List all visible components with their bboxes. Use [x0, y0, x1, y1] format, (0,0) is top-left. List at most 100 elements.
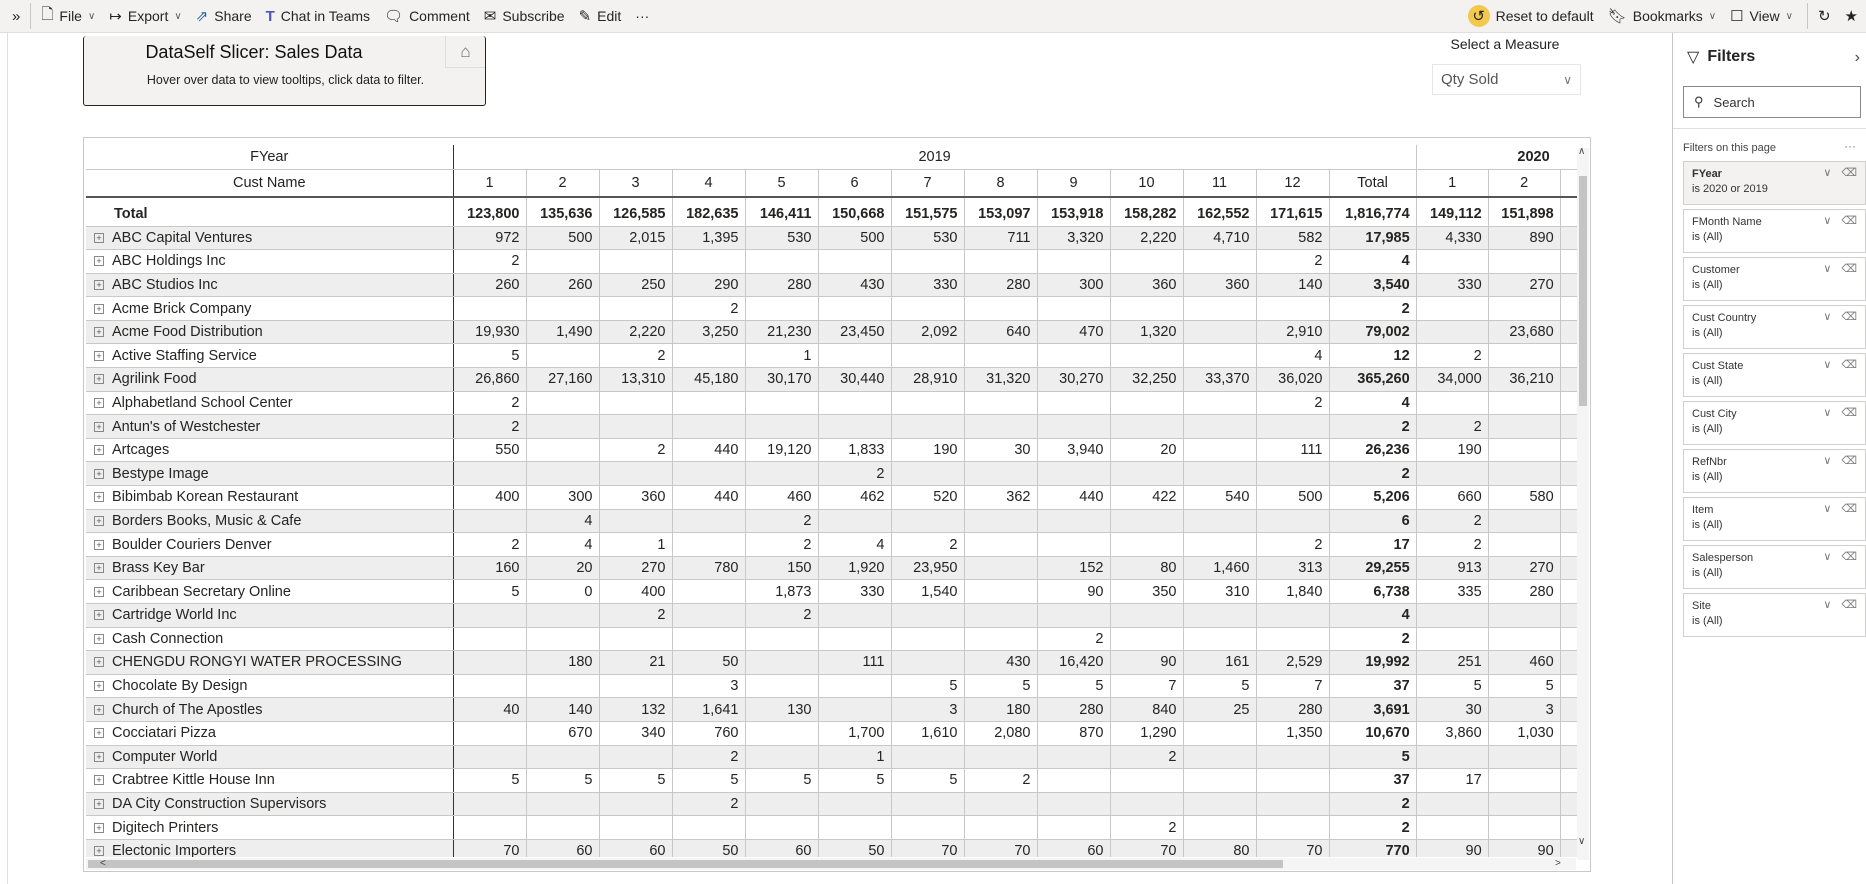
value-cell[interactable]: [745, 249, 819, 274]
value-cell[interactable]: 182,635: [672, 197, 746, 227]
value-cell[interactable]: [745, 721, 819, 746]
value-cell[interactable]: [1416, 815, 1489, 840]
value-cell[interactable]: [599, 815, 673, 840]
value-cell[interactable]: [964, 745, 1038, 770]
value-cell[interactable]: 280: [964, 273, 1038, 298]
table-row[interactable]: + Active Staffing Service 5 2 1 4 12 2: [86, 343, 1577, 369]
column-header-month[interactable]: 9: [1037, 168, 1111, 198]
value-cell[interactable]: [1256, 509, 1330, 534]
value-cell[interactable]: [1110, 343, 1184, 369]
value-cell[interactable]: [599, 792, 673, 817]
value-cell[interactable]: 0: [526, 579, 600, 604]
value-cell[interactable]: 70: [1110, 839, 1184, 857]
column-header-2019[interactable]: 2019: [453, 145, 1417, 170]
export-menu[interactable]: ↦ Export ∨: [109, 7, 181, 25]
value-cell[interactable]: [1183, 627, 1257, 652]
chevron-down-icon[interactable]: ∨: [1823, 311, 1832, 323]
value-cell[interactable]: 5: [599, 768, 673, 793]
expand-icon[interactable]: +: [94, 350, 104, 361]
row-header[interactable]: + ABC Capital Ventures: [86, 226, 454, 251]
value-cell[interactable]: 1,700: [818, 721, 892, 746]
measure-dropdown[interactable]: Qty Sold ∨: [1432, 64, 1581, 95]
value-cell[interactable]: 27,160: [526, 367, 600, 392]
value-cell[interactable]: 270: [1488, 273, 1561, 298]
value-cell[interactable]: 50: [672, 650, 746, 675]
value-cell[interactable]: 1,873: [745, 579, 819, 604]
value-cell[interactable]: 151,575: [891, 197, 965, 227]
row-total-cell[interactable]: 6,738: [1329, 579, 1417, 604]
expand-icon[interactable]: +: [94, 279, 104, 290]
value-cell[interactable]: [1037, 414, 1111, 439]
value-cell[interactable]: [891, 414, 965, 439]
value-cell[interactable]: 130: [745, 697, 819, 722]
row-total-cell[interactable]: 3,691: [1329, 697, 1417, 722]
value-cell[interactable]: [1110, 768, 1184, 793]
value-cell[interactable]: 5: [1037, 674, 1111, 699]
value-cell[interactable]: [1037, 792, 1111, 817]
value-cell[interactable]: 26,860: [453, 367, 527, 392]
value-cell[interactable]: 2,080: [964, 721, 1038, 746]
value-cell[interactable]: [1183, 603, 1257, 628]
value-cell[interactable]: [964, 532, 1038, 557]
vertical-scrollbar[interactable]: [1577, 148, 1589, 860]
value-cell[interactable]: [1488, 815, 1561, 840]
expand-icon[interactable]: +: [94, 232, 104, 243]
value-cell[interactable]: 540: [1183, 485, 1257, 510]
value-cell[interactable]: 360: [1183, 273, 1257, 298]
total-row[interactable]: Total 123,800 135,636 126,585 182,635 146,411…: [86, 197, 1577, 227]
value-cell[interactable]: [1488, 768, 1561, 793]
row-total-cell[interactable]: 2: [1329, 815, 1417, 840]
row-total-cell[interactable]: 26,236: [1329, 438, 1417, 463]
value-cell[interactable]: [599, 414, 673, 439]
value-cell[interactable]: 2: [1256, 249, 1330, 274]
value-cell[interactable]: [964, 579, 1038, 604]
value-cell[interactable]: 149,112: [1416, 197, 1489, 227]
favorite-button[interactable]: ★: [1845, 7, 1858, 25]
value-cell[interactable]: [964, 249, 1038, 274]
value-cell[interactable]: [453, 603, 527, 628]
view-menu[interactable]: ☐ View ∨: [1730, 7, 1793, 25]
comment-button[interactable]: 🗨 Comment: [384, 7, 470, 25]
table-row[interactable]: + Acme Brick Company 2 2: [86, 296, 1577, 321]
clear-filter-eraser-icon[interactable]: ⌫: [1841, 599, 1857, 611]
value-cell[interactable]: 500: [818, 226, 892, 251]
value-cell[interactable]: 430: [964, 650, 1038, 675]
value-cell[interactable]: [964, 391, 1038, 416]
value-cell[interactable]: [891, 391, 965, 416]
value-cell[interactable]: [745, 391, 819, 416]
row-header[interactable]: + Church of The Apostles: [86, 697, 454, 722]
expand-icon[interactable]: +: [94, 303, 104, 314]
value-cell[interactable]: [964, 343, 1038, 369]
value-cell[interactable]: [599, 391, 673, 416]
value-cell[interactable]: [1488, 391, 1561, 416]
value-cell[interactable]: 162,552: [1183, 197, 1257, 227]
value-cell[interactable]: 126,585: [599, 197, 673, 227]
value-cell[interactable]: 1,395: [672, 226, 746, 251]
value-cell[interactable]: [1037, 509, 1111, 534]
value-cell[interactable]: 280: [745, 273, 819, 298]
filter-card[interactable]: Cust City is (All) ∨ ⌫: [1683, 401, 1866, 445]
value-cell[interactable]: 60: [745, 839, 819, 857]
value-cell[interactable]: [891, 249, 965, 274]
expand-icon[interactable]: +: [94, 846, 104, 857]
value-cell[interactable]: [453, 627, 527, 652]
value-cell[interactable]: [964, 627, 1038, 652]
value-cell[interactable]: [599, 509, 673, 534]
value-cell[interactable]: 890: [1488, 226, 1561, 251]
filter-card[interactable]: FYear is 2020 or 2019 ∨ ⌫: [1683, 161, 1866, 205]
scroll-thumb[interactable]: [88, 860, 1283, 868]
expand-icon[interactable]: +: [94, 681, 104, 692]
clear-filter-eraser-icon[interactable]: ⌫: [1841, 215, 1857, 227]
value-cell[interactable]: 2,220: [599, 320, 673, 345]
value-cell[interactable]: 25: [1183, 697, 1257, 722]
expand-icon[interactable]: +: [94, 799, 104, 810]
value-cell[interactable]: 5: [453, 343, 527, 369]
value-cell[interactable]: 2: [1256, 391, 1330, 416]
value-cell[interactable]: 30: [964, 438, 1038, 463]
value-cell[interactable]: [526, 414, 600, 439]
value-cell[interactable]: 330: [818, 579, 892, 604]
value-cell[interactable]: [745, 414, 819, 439]
value-cell[interactable]: 5: [672, 768, 746, 793]
value-cell[interactable]: [964, 603, 1038, 628]
row-total-cell[interactable]: 4: [1329, 603, 1417, 628]
